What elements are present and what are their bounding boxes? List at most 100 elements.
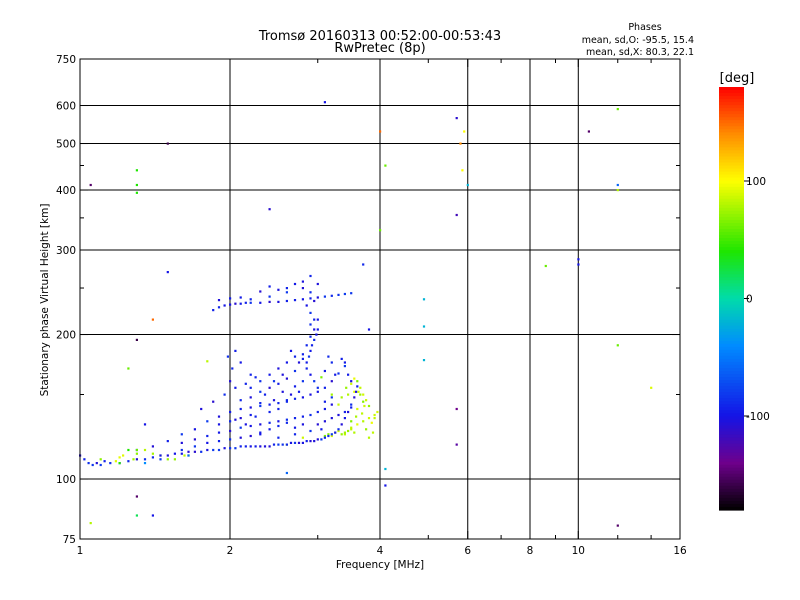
data-point (309, 297, 312, 300)
y-tick-label: 750 (56, 54, 76, 66)
y-axis-label: Stationary phase Virtual Height [km] (39, 204, 51, 397)
data-point (337, 372, 340, 375)
data-point (180, 452, 183, 455)
x-tick-label: 10 (572, 545, 585, 557)
data-point (259, 404, 262, 408)
data-point (173, 458, 176, 461)
data-point (244, 301, 247, 304)
data-point (293, 397, 297, 400)
data-point (367, 328, 371, 331)
colorbar-swatch (719, 189, 744, 194)
data-point (272, 443, 276, 446)
data-point (187, 454, 190, 457)
colorbar-swatch (719, 425, 744, 430)
colorbar-swatch (719, 358, 744, 363)
colorbar-swatch (719, 377, 744, 381)
y-tick-label: 300 (56, 245, 76, 257)
data-point (268, 285, 271, 288)
data-point (320, 428, 323, 431)
data-point (249, 413, 252, 417)
data-point (229, 380, 232, 383)
data-point (340, 357, 343, 360)
colorbar-swatch (719, 283, 744, 288)
x-tick-label: 1 (77, 545, 84, 557)
colorbar-swatch (719, 434, 744, 439)
data-point (301, 396, 304, 399)
data-point (379, 130, 382, 133)
colorbar-swatch (719, 186, 744, 191)
colorbar-tick-label: -100 (746, 411, 770, 423)
data-point (268, 428, 271, 431)
data-point (371, 431, 375, 434)
data-point (180, 448, 183, 452)
data-point (206, 360, 209, 363)
data-point (127, 367, 130, 370)
data-point (259, 423, 262, 426)
data-point (320, 438, 323, 441)
data-point (239, 296, 242, 299)
data-point (309, 429, 312, 433)
colorbar-swatch (719, 319, 744, 324)
data-point (313, 338, 316, 341)
colorbar-swatch (719, 129, 744, 133)
data-point (259, 290, 262, 293)
data-point (347, 373, 350, 376)
colorbar-swatch (719, 135, 744, 139)
colorbar-swatch (719, 168, 744, 173)
data-point (159, 454, 162, 457)
data-point (277, 436, 280, 439)
colorbar-swatch (719, 371, 744, 375)
data-point (151, 318, 154, 321)
data-point (301, 353, 304, 356)
data-point (83, 458, 86, 461)
data-point (281, 373, 284, 376)
colorbar-swatch (719, 159, 744, 164)
colorbar-swatch (719, 141, 744, 146)
data-point (293, 282, 297, 286)
data-point (455, 407, 458, 411)
colorbar-swatch (719, 461, 744, 466)
data-point (297, 390, 301, 393)
data-point (323, 407, 326, 411)
colorbar-swatch (719, 87, 744, 91)
data-point (350, 292, 353, 295)
data-point (355, 390, 358, 393)
data-point (281, 443, 284, 446)
data-point (350, 382, 353, 385)
data-point (281, 390, 284, 393)
data-point (359, 386, 362, 389)
data-point (330, 396, 333, 399)
data-point (239, 417, 242, 420)
colorbar-swatch (719, 485, 744, 490)
data-point (259, 431, 262, 434)
data-point (350, 426, 353, 429)
data-point (193, 445, 196, 448)
colorbar-swatch (719, 500, 744, 505)
data-point (650, 386, 653, 389)
data-point (234, 447, 237, 450)
data-point (361, 412, 364, 415)
data-point (239, 302, 242, 305)
data-point (461, 169, 464, 172)
colorbar-swatch (719, 262, 744, 266)
data-point (379, 229, 382, 232)
data-point (268, 295, 271, 298)
data-point (135, 452, 138, 455)
data-point (234, 386, 237, 389)
colorbar-swatch (719, 229, 744, 233)
colorbar-swatch (719, 307, 744, 312)
colorbar-swatch (719, 446, 744, 451)
data-point (466, 183, 469, 187)
colorbar: 100 0 -100 (719, 87, 770, 511)
data-point (316, 390, 319, 393)
data-point (135, 169, 138, 172)
data-point (193, 450, 196, 453)
data-point (422, 298, 426, 301)
colorbar-swatch (719, 238, 744, 242)
data-point (206, 448, 209, 452)
data-point (301, 280, 304, 283)
colorbar-swatch (719, 361, 744, 366)
colorbar-swatch (719, 198, 744, 203)
colorbar-swatch (719, 310, 744, 315)
data-point (455, 117, 458, 120)
